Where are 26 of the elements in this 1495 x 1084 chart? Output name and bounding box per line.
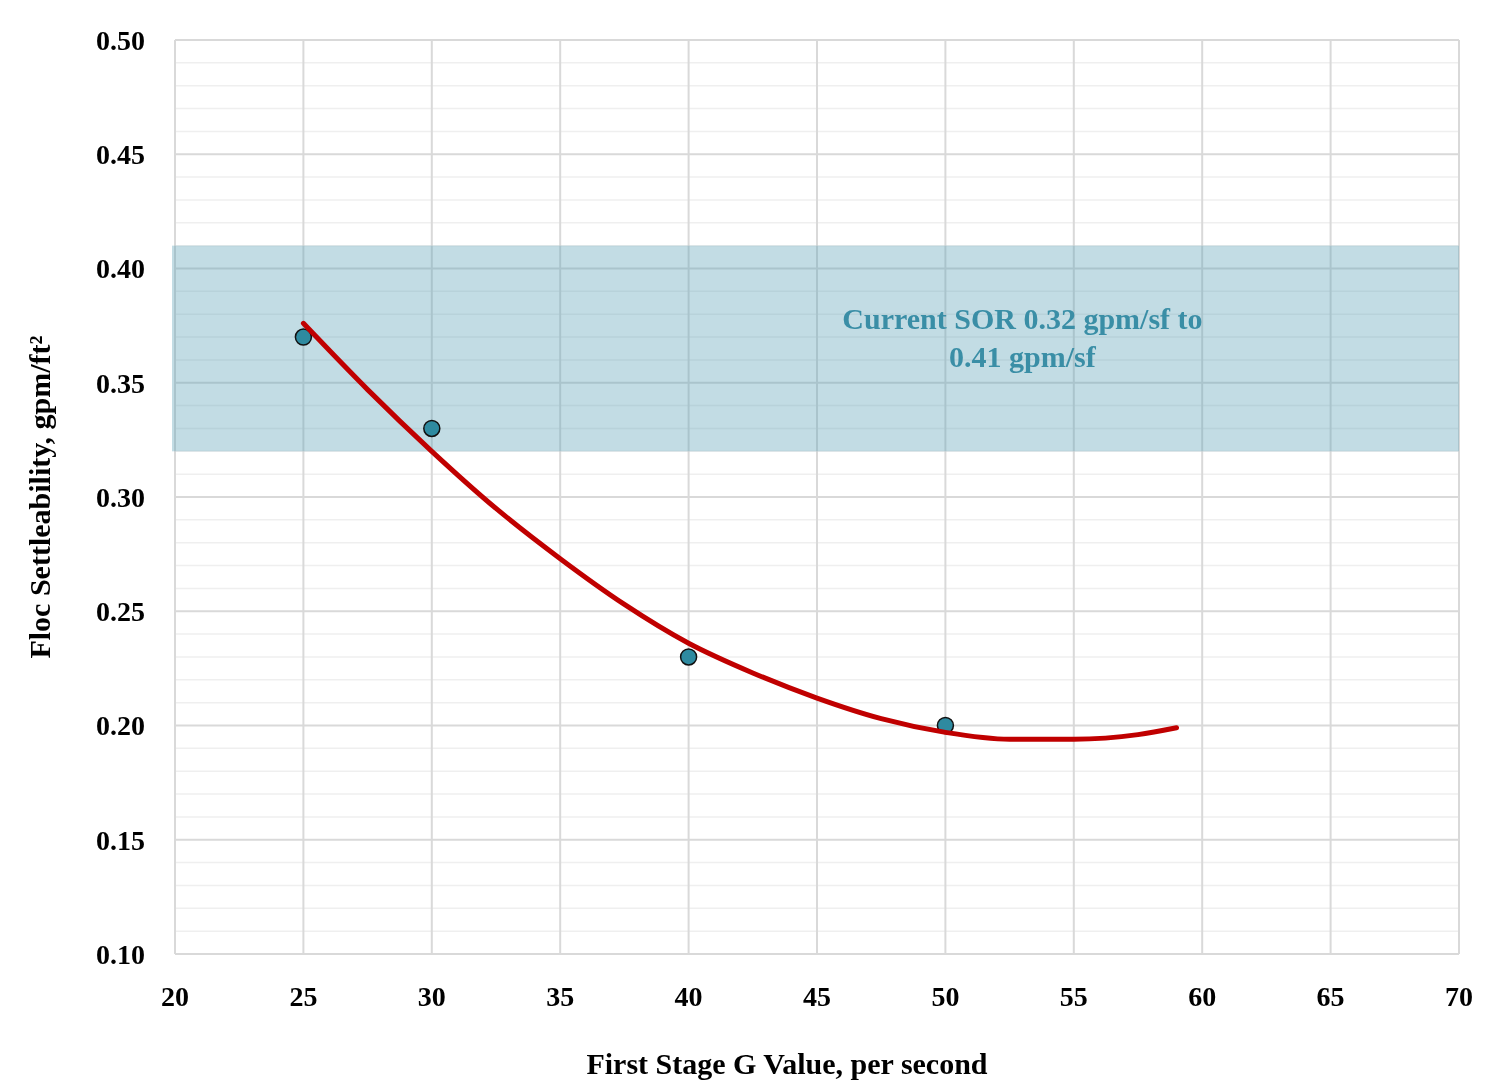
point: [423, 419, 441, 438]
y-tick-label: 0.20: [96, 710, 145, 742]
y-tick-label: 0.35: [96, 367, 145, 399]
band-label: Current SOR 0.32 gpm/sf to 0.41 gpm/sf: [842, 301, 1203, 373]
x-tick-label: 55: [1059, 981, 1088, 1012]
x-tick-label: 30: [417, 981, 446, 1012]
x-tick-label: 25: [289, 981, 318, 1012]
point: [679, 648, 698, 666]
x-tick-label: 35: [546, 981, 575, 1012]
x-tick-label: 70: [1445, 981, 1473, 1012]
y-tick-label: 0.10: [96, 938, 145, 970]
y-tick-label: 0.45: [96, 139, 145, 171]
x-tick-label: 50: [931, 981, 960, 1012]
x-tick-label: 20: [161, 981, 189, 1012]
x-tick-label: 45: [803, 981, 831, 1012]
x-tick-label: 40: [674, 981, 703, 1012]
y-tick-label: 0.15: [96, 824, 145, 856]
y-tick-label: 0.50: [96, 24, 145, 56]
point: [294, 328, 313, 346]
x-tick-label: 65: [1316, 981, 1345, 1012]
y-tick-label: 0.40: [96, 253, 145, 285]
x-axis-title: First Stage G Value, per second: [586, 1047, 988, 1080]
y-tick-label: 0.30: [96, 481, 145, 513]
y-tick-label: 0.25: [96, 596, 145, 628]
y-axis-title: Floc Settleability, gpm/ft²: [23, 335, 56, 659]
x-tick-label: 60: [1188, 981, 1217, 1012]
